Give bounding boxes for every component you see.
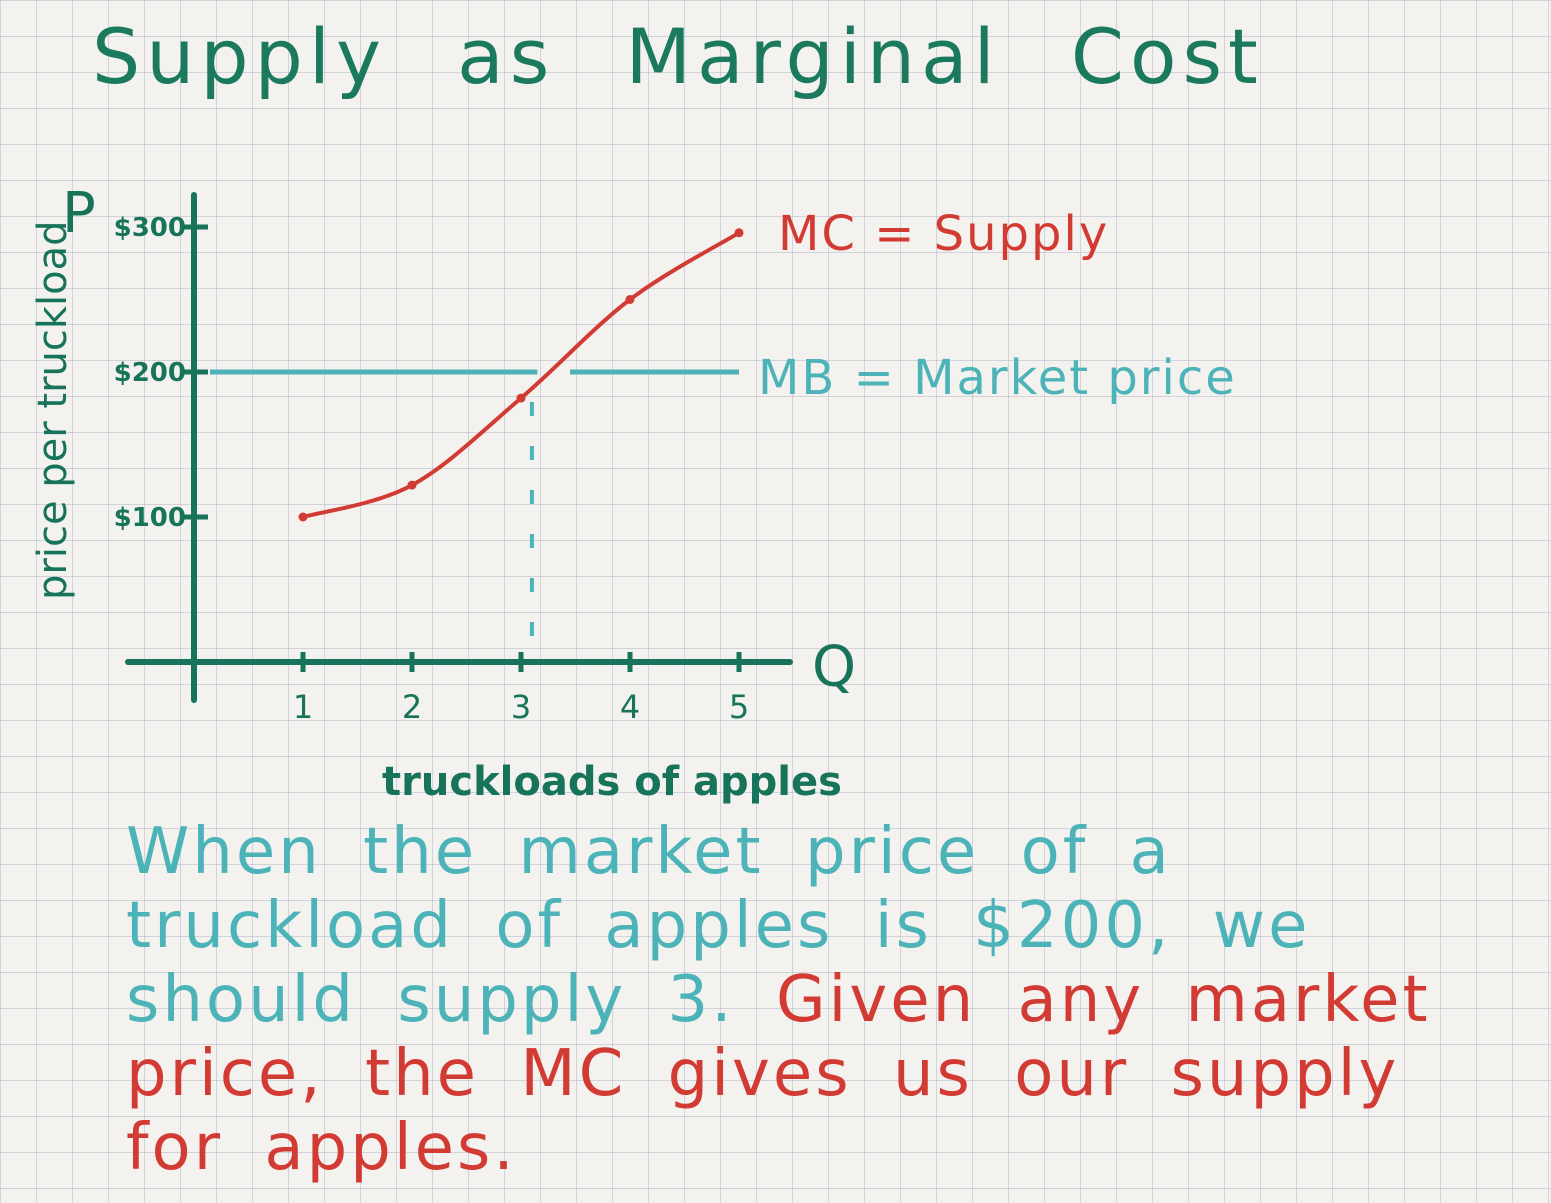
x-axis-symbol: Q: [812, 635, 856, 700]
mc-point-4: [625, 295, 635, 304]
mc-series-label: MC = Supply: [778, 206, 1109, 262]
mc-point-5: [734, 228, 744, 238]
x-tick-label-5: 5: [729, 688, 749, 726]
ticks: $100 $200 $300 1 2 3 4 5: [114, 213, 750, 726]
mb-series-label: MB = Market price: [758, 350, 1237, 406]
series-lines: [210, 228, 744, 654]
mc-curve: [302, 231, 741, 519]
note-red-text: Given any market price, the MC gives us …: [126, 963, 1431, 1185]
chart-title: Supply as Marginal Cost: [92, 12, 1264, 101]
y-tick-label-200: $200: [114, 358, 186, 388]
mc-point-1: [298, 512, 308, 522]
mc-point-3: [516, 393, 526, 403]
axes: [125, 192, 793, 703]
x-tick-label-3: 3: [511, 688, 531, 726]
y-axis-symbol: P: [62, 181, 96, 246]
x-tick-label-2: 2: [402, 688, 422, 726]
y-tick-label-100: $100: [114, 503, 186, 533]
note-teal-text: When the market price of a truckload of …: [126, 815, 1311, 1037]
x-tick-label-4: 4: [620, 688, 640, 726]
mc-point-2: [407, 480, 417, 490]
explanation-note: When the market price of a truckload of …: [126, 815, 1526, 1185]
x-tick-label-1: 1: [293, 688, 313, 726]
y-axis-label: price per truckload: [30, 220, 76, 600]
x-axis-label: truckloads of apples: [382, 759, 842, 805]
y-tick-label-300: $300: [114, 213, 186, 243]
